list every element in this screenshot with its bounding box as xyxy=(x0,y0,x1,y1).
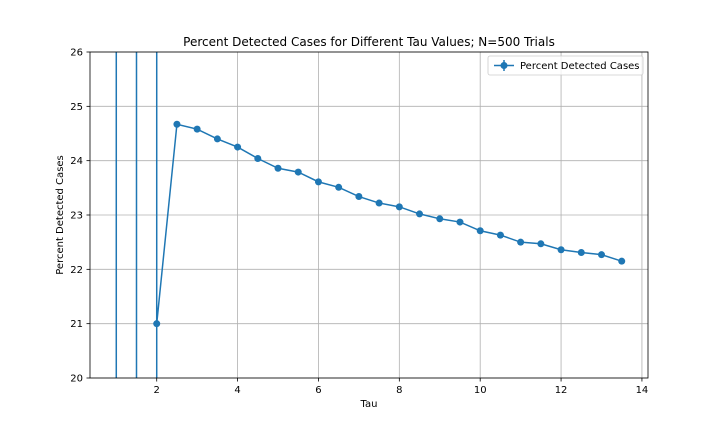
series-layer xyxy=(153,120,626,328)
x-tick-label: 10 xyxy=(474,385,487,396)
data-point xyxy=(314,178,322,186)
x-tick-label: 8 xyxy=(396,385,402,396)
data-point xyxy=(537,240,545,248)
y-tick-label: 26 xyxy=(70,48,83,59)
data-point xyxy=(577,248,585,256)
data-point xyxy=(517,238,525,246)
data-point xyxy=(335,183,343,191)
y-tick-label: 24 xyxy=(70,156,83,167)
data-point xyxy=(557,246,565,254)
data-point xyxy=(416,210,424,218)
y-tick-label: 22 xyxy=(70,265,83,276)
data-point xyxy=(436,215,444,223)
data-point xyxy=(496,231,504,239)
data-point xyxy=(598,251,605,259)
y-tick-label: 25 xyxy=(70,102,83,113)
data-point xyxy=(355,193,363,201)
x-tick-label: 6 xyxy=(315,385,321,396)
data-point xyxy=(193,125,201,133)
x-axis-label: Tau xyxy=(360,399,378,410)
series-line xyxy=(155,123,622,324)
x-tick-label: 4 xyxy=(234,385,240,396)
x-tick-label: 14 xyxy=(636,385,649,396)
y-axis: 20 21 22 23 24 25 26 xyxy=(70,48,90,385)
x-tick-label: 12 xyxy=(555,385,568,396)
x-axis: 2 4 6 8 10 12 14 xyxy=(154,378,649,396)
data-point xyxy=(618,257,626,265)
data-point xyxy=(294,168,302,176)
y-tick-label: 21 xyxy=(70,319,83,330)
data-point xyxy=(375,199,383,207)
legend-box xyxy=(487,55,644,76)
legend-marker xyxy=(500,62,508,69)
data-point xyxy=(456,218,464,226)
data-point xyxy=(395,203,403,211)
y-tick-label: 23 xyxy=(70,211,83,222)
data-point xyxy=(274,164,282,172)
data-point xyxy=(173,120,181,128)
chart-title: Percent Detected Cases for Different Tau… xyxy=(183,35,555,49)
data-point xyxy=(213,135,221,143)
y-tick-label: 20 xyxy=(70,374,83,385)
legend: Percent Detected Cases xyxy=(487,55,644,76)
data-point xyxy=(476,227,484,235)
x-tick-label: 2 xyxy=(154,385,160,396)
data-point xyxy=(254,154,262,162)
y-axis-label: Percent Detected Cases xyxy=(55,155,66,275)
data-point xyxy=(234,143,242,151)
legend-label: Percent Detected Cases xyxy=(520,61,640,72)
data-point xyxy=(153,320,161,328)
